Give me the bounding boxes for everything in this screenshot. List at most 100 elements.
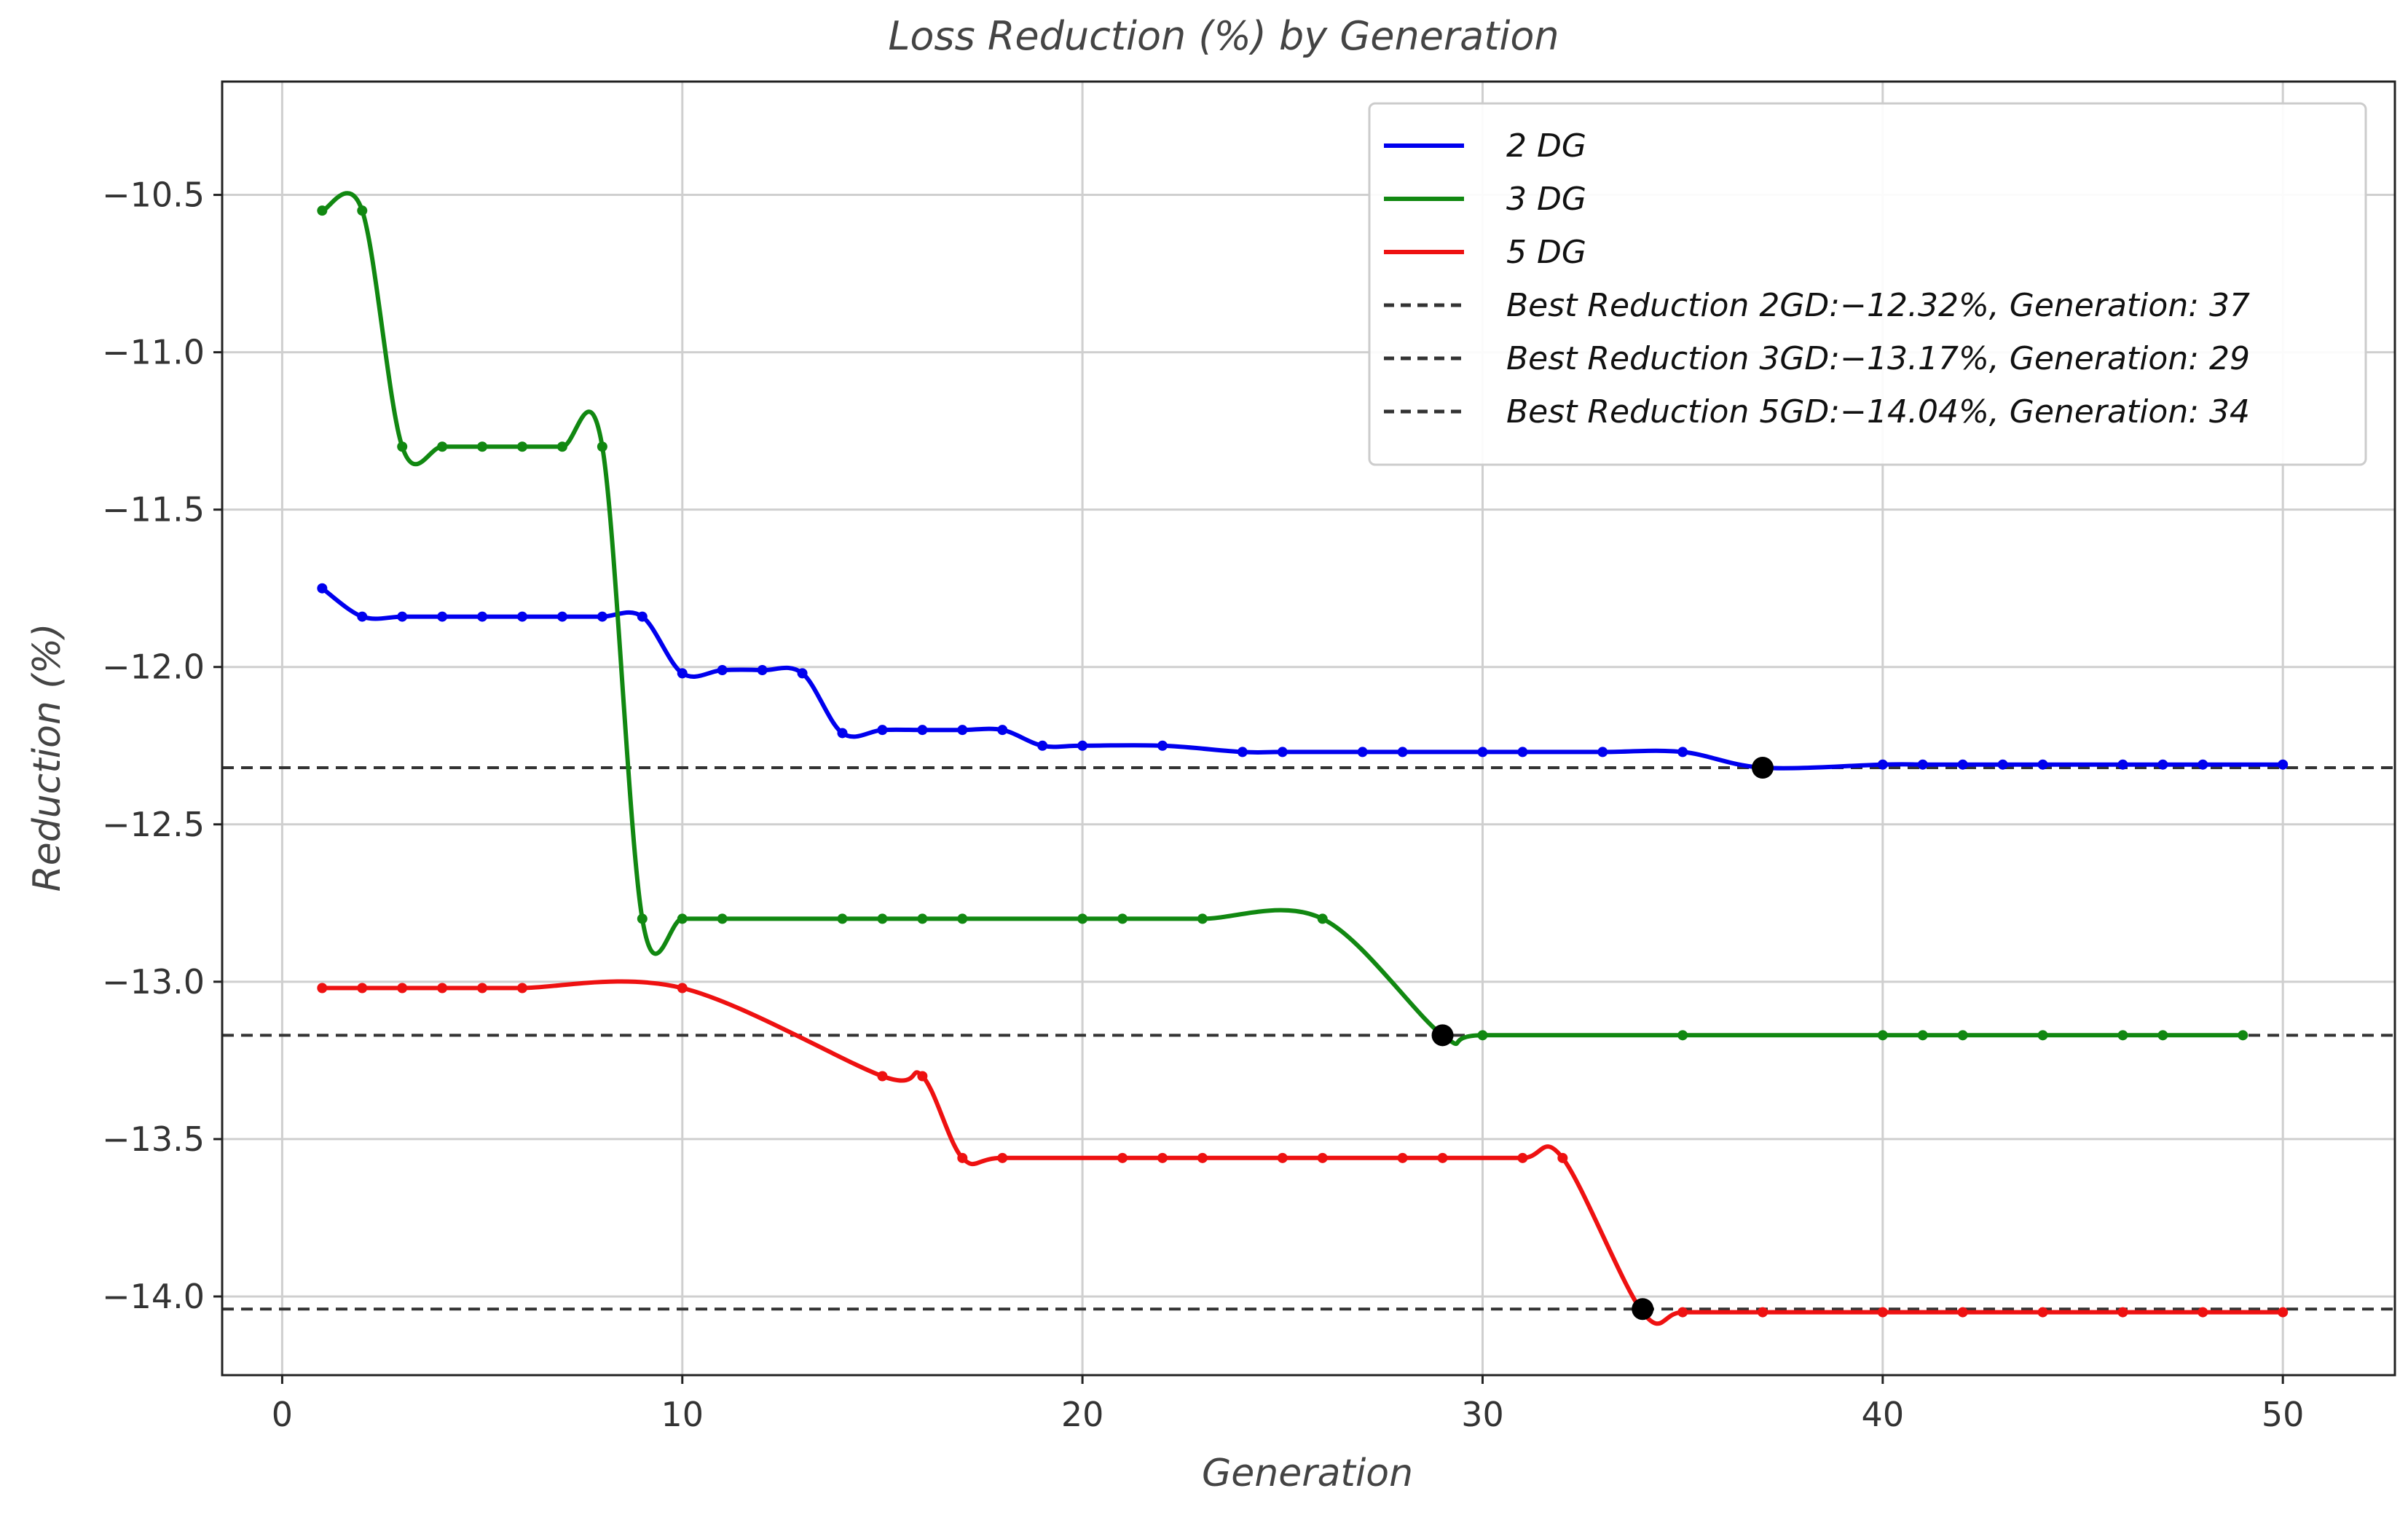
data-point (1197, 1152, 1208, 1163)
data-point (677, 983, 688, 993)
legend-label: Best Reduction 3GD:−13.17%, Generation: … (1506, 340, 2250, 377)
data-point (1277, 747, 1288, 758)
best-markers (1431, 757, 1774, 1321)
data-point (1237, 747, 1248, 758)
series-lines (317, 191, 2289, 1326)
data-point (877, 913, 888, 924)
y-tick-label: −13.0 (102, 962, 205, 1002)
data-point (917, 725, 928, 736)
data-point (517, 441, 528, 452)
data-point (317, 583, 328, 594)
data-point (437, 983, 448, 993)
data-point (1317, 1152, 1328, 1163)
data-point (1197, 913, 1208, 924)
data-point (877, 725, 888, 736)
data-point (1557, 1152, 1568, 1163)
data-point (556, 441, 567, 452)
data-point (2238, 1030, 2248, 1041)
legend-box (1368, 102, 2367, 466)
data-point (797, 668, 808, 679)
data-point (1517, 1152, 1528, 1163)
data-point (2117, 1307, 2128, 1318)
x-tick-label: 40 (1862, 1395, 1905, 1434)
data-point (556, 611, 567, 622)
data-point (517, 983, 528, 993)
data-point (1077, 740, 1088, 751)
data-point (1758, 1307, 1768, 1318)
data-point (317, 983, 328, 993)
data-point (1477, 1030, 1488, 1041)
legend-label: 5 DG (1506, 234, 1586, 271)
data-point (837, 728, 848, 739)
data-point (317, 205, 328, 216)
data-point (437, 441, 448, 452)
data-point (957, 725, 968, 736)
series-2 (317, 191, 2248, 1047)
data-point (357, 205, 368, 216)
data-point (957, 913, 968, 924)
data-point (1117, 1152, 1128, 1163)
data-point (837, 913, 848, 924)
data-point (357, 983, 368, 993)
y-tick-label: −14.0 (102, 1277, 205, 1316)
data-point (1877, 759, 1888, 770)
data-point (477, 983, 488, 993)
data-point (1597, 747, 1608, 758)
legend-label: Best Reduction 2GD:−12.32%, Generation: … (1506, 287, 2250, 324)
chart-title: Loss Reduction (%) by Generation (888, 13, 1559, 59)
y-axis-title: Reduction (%) (25, 623, 69, 892)
x-tick-label: 10 (661, 1395, 704, 1434)
data-point (1157, 740, 1168, 751)
data-point (397, 441, 408, 452)
data-point (1957, 1030, 1968, 1041)
data-point (2198, 1307, 2208, 1318)
data-point (437, 611, 448, 622)
data-point (2117, 759, 2128, 770)
data-point (2037, 1030, 2048, 1041)
series-3 (317, 979, 2289, 1326)
x-tick-label: 20 (1061, 1395, 1104, 1434)
data-point (2278, 1307, 2289, 1318)
plot-frame (221, 80, 2396, 1377)
data-point (1677, 747, 1688, 758)
data-point (637, 611, 648, 622)
data-point (597, 441, 607, 452)
data-point (1917, 1030, 1928, 1041)
data-point (997, 1152, 1008, 1163)
data-point (1277, 1152, 1288, 1163)
y-tick-label: −11.0 (102, 333, 205, 372)
data-point (1517, 747, 1528, 758)
data-point (1877, 1307, 1888, 1318)
data-point (2198, 759, 2208, 770)
legend-label: Best Reduction 5GD:−14.04%, Generation: … (1506, 393, 2250, 430)
data-point (2157, 759, 2168, 770)
y-tick-label: −13.5 (102, 1119, 205, 1159)
y-tick-label: −12.0 (102, 648, 205, 687)
data-point (997, 725, 1008, 736)
data-point (517, 611, 528, 622)
series-1 (317, 583, 2289, 774)
data-point (477, 441, 488, 452)
data-point (357, 611, 368, 622)
data-point (957, 1152, 968, 1163)
data-point (597, 611, 607, 622)
data-point (1157, 1152, 1168, 1163)
x-tick-label: 50 (2262, 1395, 2305, 1434)
best-point-marker (1752, 757, 1774, 779)
series-line (322, 979, 2283, 1326)
y-tick-label: −11.5 (102, 490, 205, 530)
x-tick-label: 30 (1461, 1395, 1504, 1434)
data-point (1677, 1307, 1688, 1318)
data-point (677, 913, 688, 924)
reference-lines (222, 766, 2395, 1311)
data-point (477, 611, 488, 622)
data-point (2117, 1030, 2128, 1041)
x-axis-ticks: 0 10 20 30 40 50 (272, 1375, 2305, 1434)
data-point (1037, 740, 1048, 751)
data-point (877, 1071, 888, 1082)
data-point (1997, 759, 2008, 770)
best-point-marker (1431, 1024, 1454, 1047)
data-point (1957, 759, 1968, 770)
x-tick-label: 0 (272, 1395, 293, 1434)
